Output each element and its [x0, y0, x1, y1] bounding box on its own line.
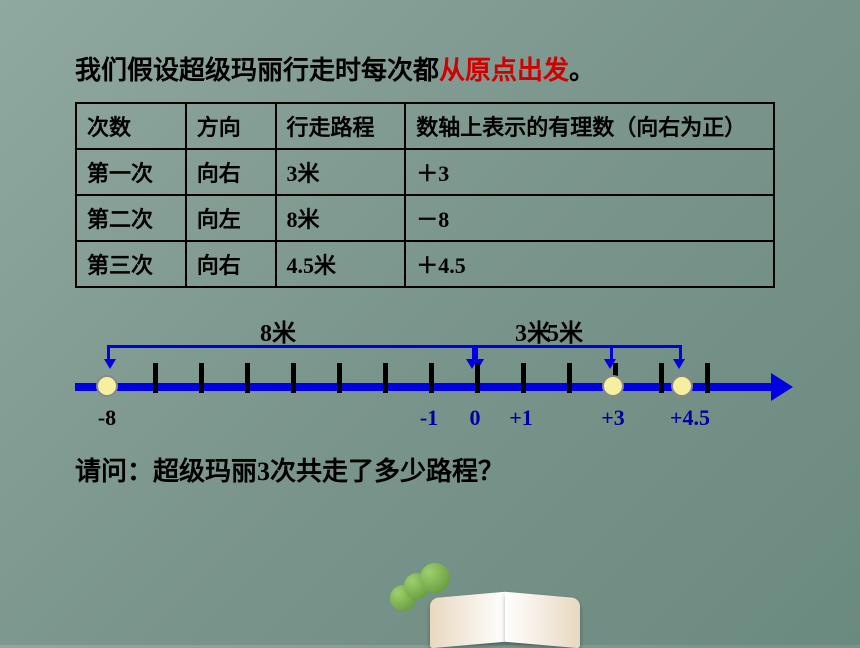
tick [153, 363, 158, 393]
table-header-row: 次数 方向 行走路程 数轴上表示的有理数（向右为正） [76, 103, 774, 149]
axis-label: 0 [470, 405, 481, 431]
cell: 向右 [186, 241, 276, 287]
tick [245, 363, 250, 393]
axis-label: +1 [509, 405, 533, 431]
tick [475, 363, 480, 393]
book-decoration [380, 555, 580, 645]
intro-suffix: 。 [569, 56, 595, 85]
worm-icon [390, 555, 450, 615]
numberline: 8米 3米5米 -8 -1 0 +1 +3 +4.5 [75, 313, 775, 443]
cell: 3米 [276, 149, 406, 195]
tick [659, 363, 664, 393]
tick [383, 363, 388, 393]
book-icon [430, 590, 580, 645]
question-text: 请问：超级玛丽3次共走了多少路程？ [75, 451, 785, 488]
tick [429, 363, 434, 393]
cell: 第一次 [76, 149, 186, 195]
bracket [107, 345, 475, 359]
cell: 8米 [276, 195, 406, 241]
cell: ＋4.5 [405, 241, 774, 287]
intro-highlight: 从原点出发 [439, 56, 569, 85]
tick [291, 363, 296, 393]
cell: 第三次 [76, 241, 186, 287]
bracket [475, 345, 682, 359]
axis-label: +3 [601, 405, 625, 431]
distance-label: 5米 [547, 313, 583, 348]
table-row: 第三次 向右 4.5米 ＋4.5 [76, 241, 774, 287]
axis-label: -8 [98, 405, 116, 431]
tick [567, 363, 572, 393]
th-rational: 数轴上表示的有理数（向右为正） [405, 103, 774, 149]
cell: 向左 [186, 195, 276, 241]
tick [521, 363, 526, 393]
tick [337, 363, 342, 393]
th-count: 次数 [76, 103, 186, 149]
table-row: 第一次 向右 3米 ＋3 [76, 149, 774, 195]
th-distance: 行走路程 [276, 103, 406, 149]
cell: 第二次 [76, 195, 186, 241]
point-marker [96, 375, 118, 397]
point-marker [602, 375, 624, 397]
distance-label: 3米 [515, 313, 551, 348]
intro-text: 我们假设超级玛丽行走时每次都从原点出发。 [75, 50, 785, 87]
axis-line [75, 383, 775, 391]
distance-label: 8米 [260, 313, 296, 348]
table-row: 第二次 向左 8米 －8 [76, 195, 774, 241]
axis-label: +4.5 [670, 405, 710, 431]
intro-prefix: 我们假设超级玛丽行走时每次都 [75, 56, 439, 85]
tick [705, 363, 710, 393]
cell: 向右 [186, 149, 276, 195]
cell: －8 [405, 195, 774, 241]
tick [199, 363, 204, 393]
cell: 4.5米 [276, 241, 406, 287]
point-marker [671, 375, 693, 397]
data-table: 次数 方向 行走路程 数轴上表示的有理数（向右为正） 第一次 向右 3米 ＋3 … [75, 102, 775, 288]
cell: ＋3 [405, 149, 774, 195]
th-direction: 方向 [186, 103, 276, 149]
axis-label: -1 [420, 405, 438, 431]
